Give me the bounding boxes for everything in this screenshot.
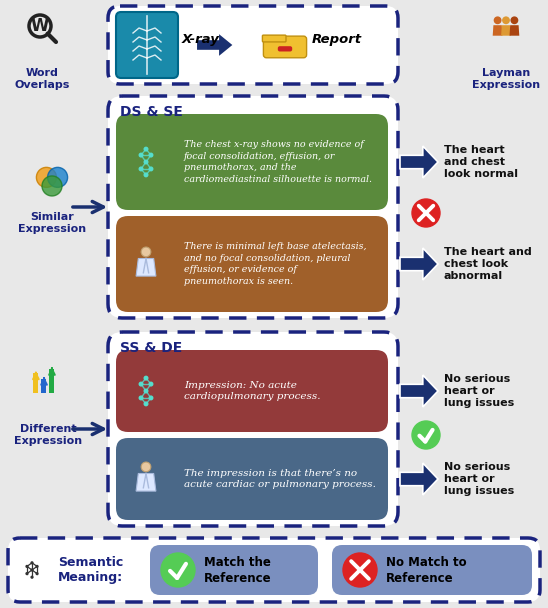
Bar	[49, 368, 54, 393]
Text: The chest x-ray shows no evidence of
focal consolidation, effusion, or
pneumotho: The chest x-ray shows no evidence of foc…	[184, 140, 372, 184]
Circle shape	[42, 176, 62, 196]
Circle shape	[139, 396, 143, 399]
Text: W: W	[31, 17, 49, 35]
Circle shape	[149, 153, 153, 157]
FancyBboxPatch shape	[8, 538, 540, 602]
FancyBboxPatch shape	[262, 35, 286, 42]
Polygon shape	[196, 32, 234, 58]
FancyBboxPatch shape	[116, 114, 388, 210]
Circle shape	[144, 389, 148, 393]
Circle shape	[139, 382, 143, 386]
Circle shape	[149, 167, 153, 171]
Circle shape	[149, 382, 153, 386]
Polygon shape	[136, 258, 156, 276]
Circle shape	[139, 153, 143, 157]
Circle shape	[494, 16, 501, 24]
FancyBboxPatch shape	[116, 12, 178, 78]
Text: No serious
heart or
lung issues: No serious heart or lung issues	[444, 461, 514, 496]
Circle shape	[25, 572, 28, 575]
Circle shape	[139, 167, 143, 171]
Text: Word
Overlaps: Word Overlaps	[14, 68, 70, 89]
Circle shape	[144, 173, 148, 177]
Circle shape	[144, 160, 148, 164]
Text: The heart and
chest look
abnormal: The heart and chest look abnormal	[444, 247, 532, 282]
Circle shape	[30, 561, 33, 564]
Circle shape	[48, 167, 67, 187]
Text: Different
Expression: Different Expression	[14, 424, 82, 446]
Text: The impression is that there’s no
acute cardiac or pulmonary process.: The impression is that there’s no acute …	[184, 469, 376, 489]
Circle shape	[36, 572, 39, 575]
Circle shape	[412, 421, 440, 449]
Text: Impression: No acute
cardiopulmonary process.: Impression: No acute cardiopulmonary pro…	[184, 381, 321, 401]
Circle shape	[412, 199, 440, 227]
Circle shape	[30, 568, 33, 572]
Text: Semantic
Meaning:: Semantic Meaning:	[58, 556, 123, 584]
Polygon shape	[400, 463, 438, 495]
Circle shape	[144, 147, 148, 151]
FancyBboxPatch shape	[116, 216, 388, 312]
Polygon shape	[501, 25, 511, 36]
Polygon shape	[400, 375, 438, 407]
FancyBboxPatch shape	[108, 332, 398, 526]
Circle shape	[141, 247, 151, 257]
Polygon shape	[400, 248, 438, 280]
Text: Layman
Expression: Layman Expression	[472, 68, 540, 89]
Text: SS & DE: SS & DE	[120, 341, 182, 355]
FancyBboxPatch shape	[116, 350, 388, 432]
Circle shape	[343, 553, 377, 587]
Text: Report: Report	[312, 33, 362, 46]
Text: DS & SE: DS & SE	[120, 105, 183, 119]
Polygon shape	[510, 25, 520, 36]
Text: No serious
heart or
lung issues: No serious heart or lung issues	[444, 373, 514, 409]
Circle shape	[511, 16, 518, 24]
Text: No Match to
Reference: No Match to Reference	[386, 556, 467, 584]
FancyBboxPatch shape	[264, 36, 306, 58]
Circle shape	[161, 553, 195, 587]
Circle shape	[141, 462, 151, 472]
Circle shape	[502, 16, 510, 24]
FancyBboxPatch shape	[108, 6, 398, 84]
Circle shape	[30, 576, 33, 579]
Text: Similar
Expression: Similar Expression	[18, 212, 86, 234]
Text: There is minimal left base atelectasis,
and no focal consolidation, pleural
effu: There is minimal left base atelectasis, …	[184, 242, 367, 286]
FancyBboxPatch shape	[150, 545, 318, 595]
Polygon shape	[136, 474, 156, 491]
Bar	[33, 373, 38, 393]
Bar	[42, 379, 46, 393]
Circle shape	[25, 565, 28, 568]
Text: X-ray: X-ray	[182, 33, 220, 46]
Circle shape	[36, 565, 39, 568]
FancyBboxPatch shape	[108, 96, 398, 318]
FancyBboxPatch shape	[278, 46, 292, 52]
Circle shape	[144, 376, 148, 380]
Polygon shape	[400, 146, 438, 178]
Text: Match the
Reference: Match the Reference	[204, 556, 272, 584]
Circle shape	[36, 167, 56, 187]
Circle shape	[144, 402, 148, 406]
Polygon shape	[493, 25, 503, 36]
FancyBboxPatch shape	[332, 545, 532, 595]
Text: The heart
and chest
look normal: The heart and chest look normal	[444, 145, 518, 179]
FancyBboxPatch shape	[116, 438, 388, 520]
Circle shape	[149, 396, 153, 399]
